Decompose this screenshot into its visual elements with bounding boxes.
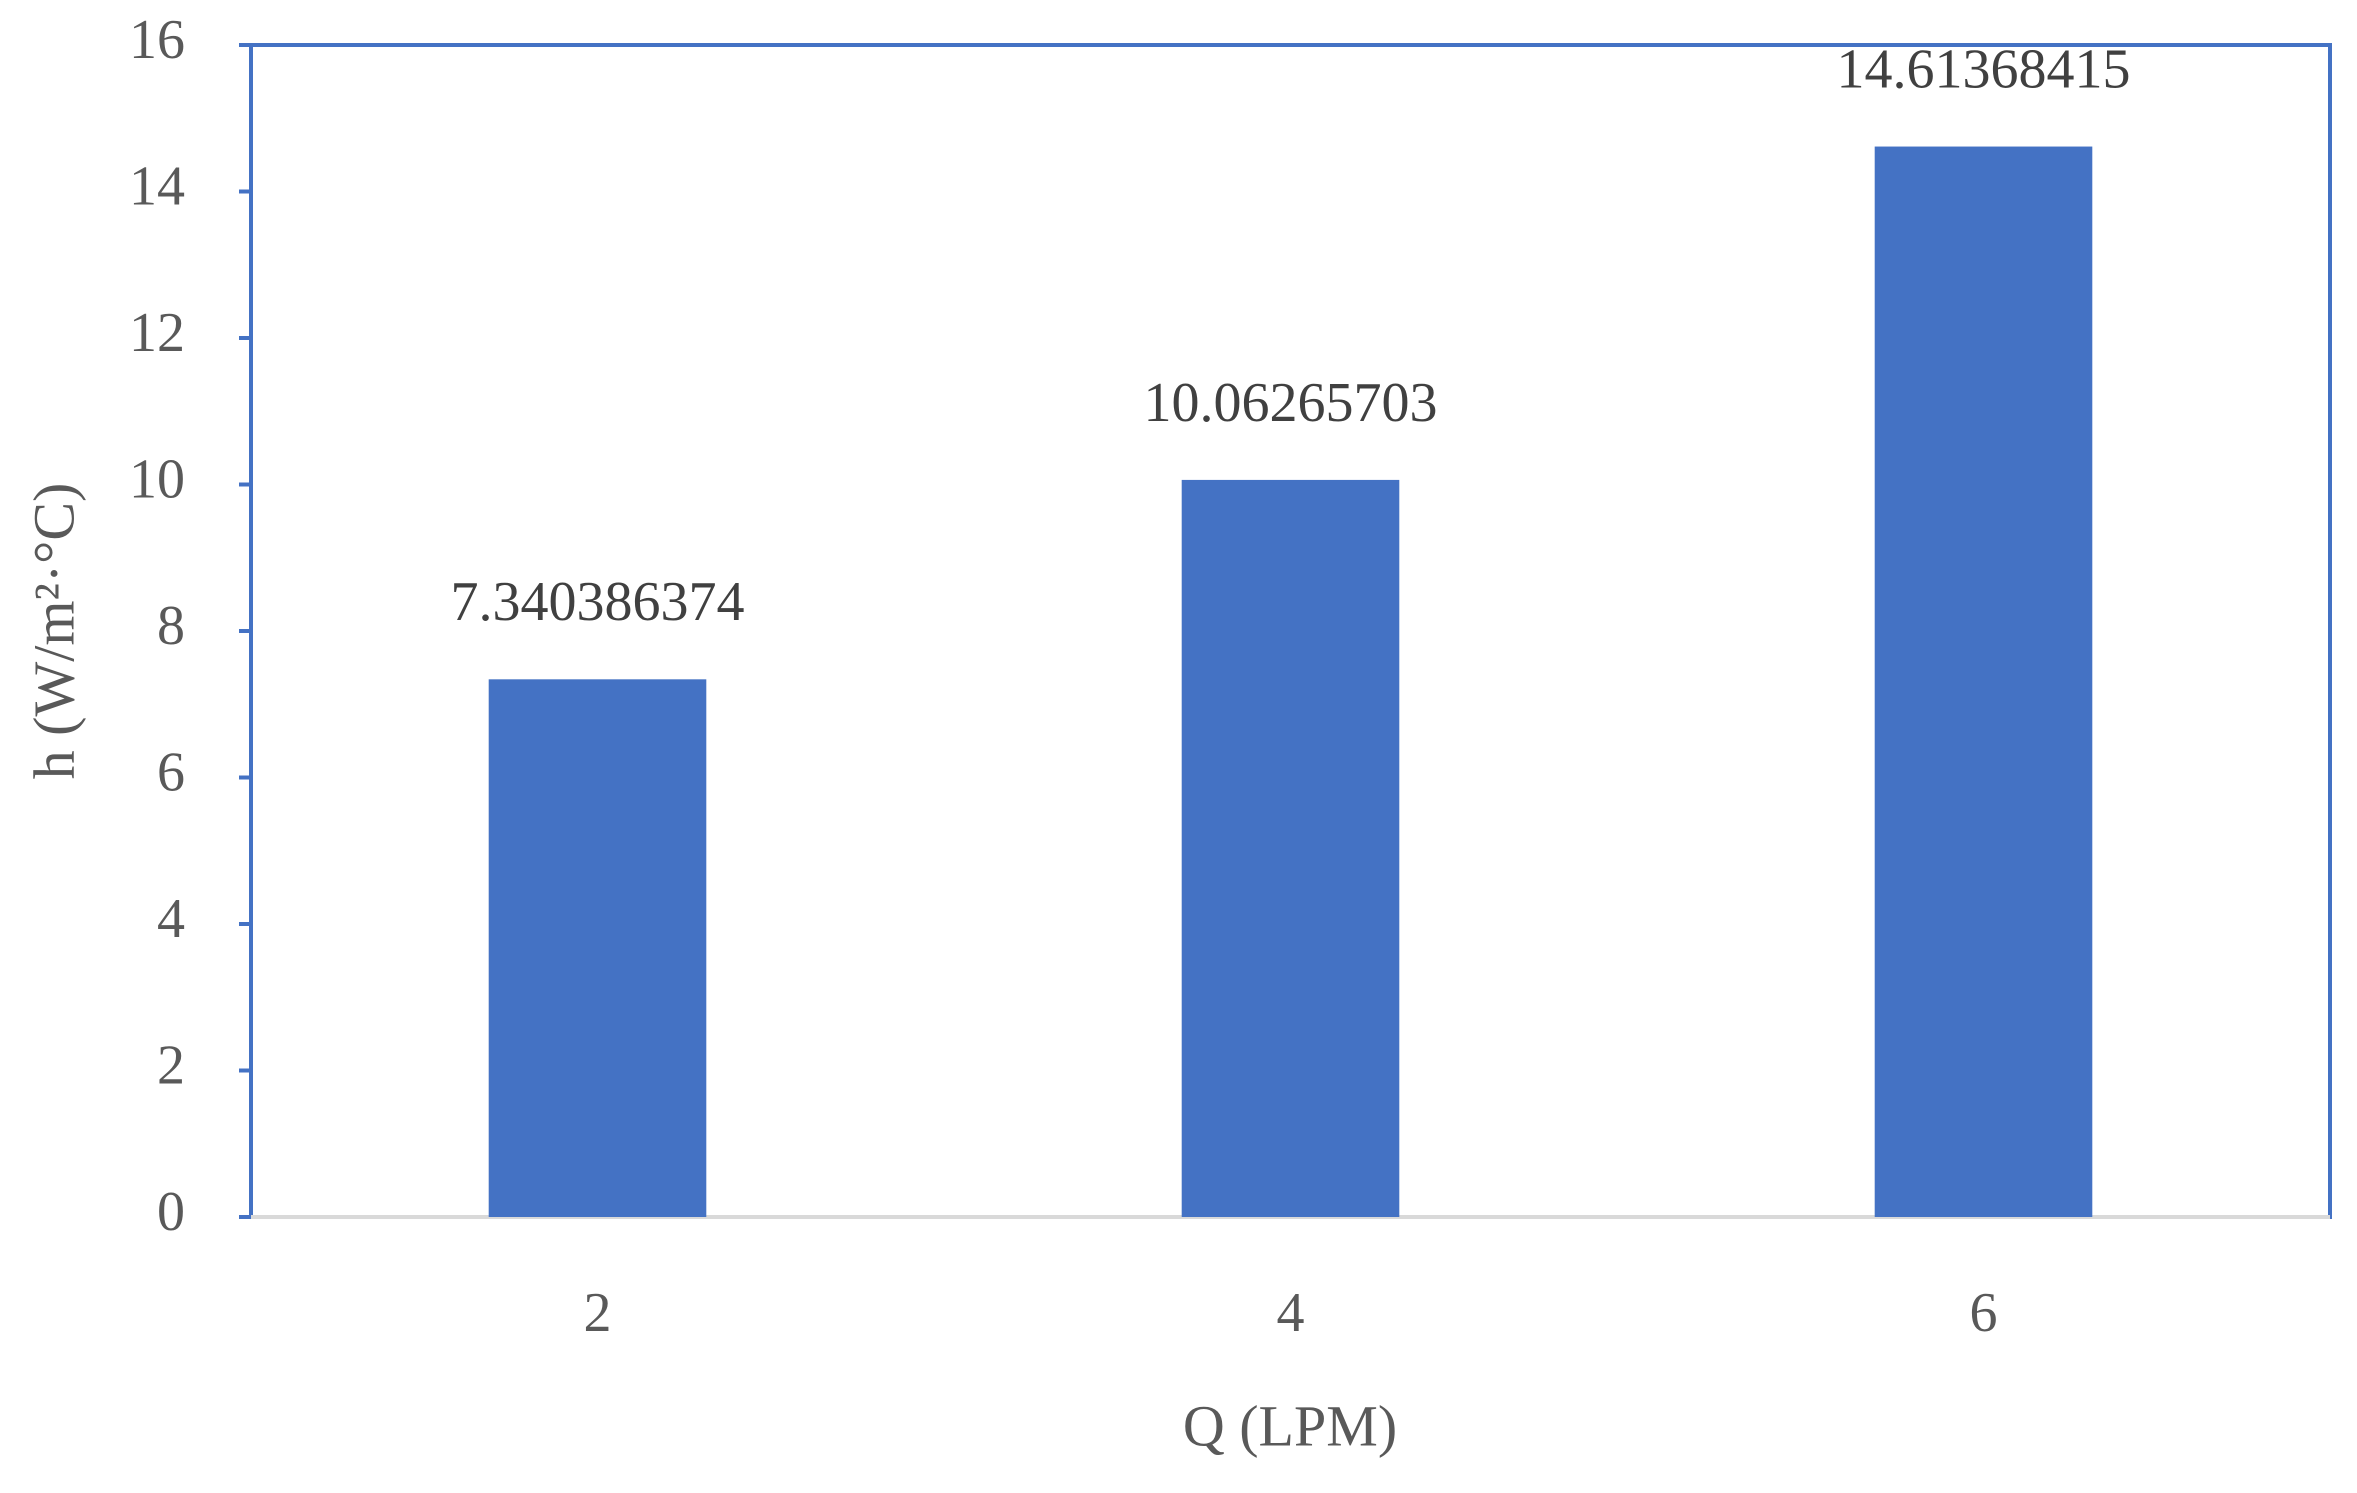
bar — [488, 679, 707, 1217]
y-tick-label: 2 — [157, 1034, 185, 1096]
y-tick-label: 10 — [129, 448, 185, 510]
y-tick-label: 0 — [157, 1181, 185, 1243]
data-label: 7.340386374 — [451, 571, 745, 633]
data-label: 14.61368415 — [1837, 38, 2131, 100]
bar — [1181, 479, 1400, 1217]
y-tick-label: 14 — [129, 155, 185, 217]
y-tick-label: 8 — [157, 595, 185, 657]
data-label: 10.06265703 — [1144, 372, 1438, 434]
bar — [1874, 146, 2093, 1218]
y-tick-label: 12 — [129, 302, 185, 364]
y-axis-title: h (W/m²·°C) — [21, 483, 86, 780]
y-tick-label: 6 — [157, 741, 185, 803]
x-tick-label: 2 — [584, 1282, 612, 1344]
x-tick-label: 6 — [1970, 1282, 1998, 1344]
x-axis-title: Q (LPM) — [1183, 1393, 1397, 1458]
x-tick-label: 4 — [1277, 1282, 1305, 1344]
y-tick-label: 16 — [129, 9, 185, 71]
y-tick-label: 4 — [157, 888, 185, 950]
